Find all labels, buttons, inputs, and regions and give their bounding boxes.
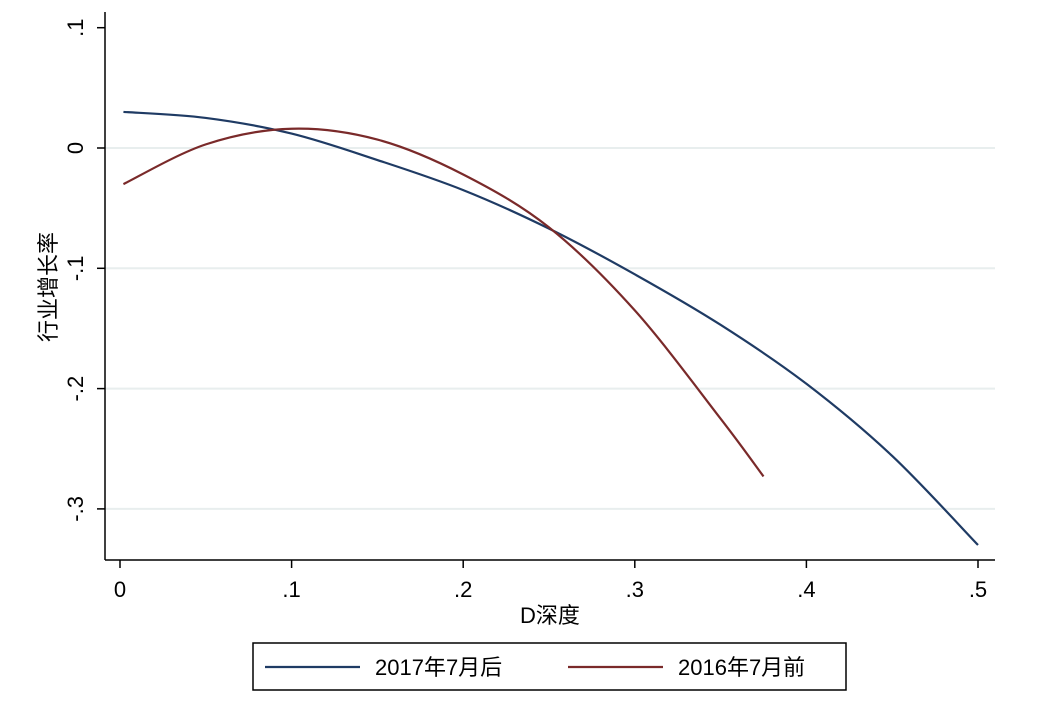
gridlines: [105, 147, 995, 510]
x-axis-title: D深度: [520, 603, 580, 628]
legend-label-1: 2017年7月后: [375, 655, 502, 680]
x-tick-label: .3: [626, 577, 644, 602]
legend-label-2: 2016年7月前: [678, 655, 805, 680]
y-tick-label: -.3: [63, 496, 88, 522]
x-tick-label: .4: [797, 577, 815, 602]
tick-labels: .1 0 -.1 -.2 -.3 0 .1 .2 .3 .4 .5: [63, 19, 987, 602]
y-tick-label: 0: [63, 142, 88, 154]
x-tick-label: 0: [114, 577, 126, 602]
y-axis-title: 行业增长率: [36, 232, 61, 342]
series-line-2: [122, 127, 765, 478]
x-tick-label: .2: [454, 577, 472, 602]
y-tick-label: -.2: [63, 376, 88, 402]
series-line-1: [123, 110, 979, 546]
y-tick-label: .1: [63, 19, 88, 37]
x-tick-label: .5: [969, 577, 987, 602]
legend: 2017年7月后 2016年7月前: [252, 642, 847, 691]
axes: [97, 12, 995, 568]
series-lines: [122, 110, 979, 546]
x-tick-label: .1: [282, 577, 300, 602]
y-tick-label: -.1: [63, 255, 88, 281]
